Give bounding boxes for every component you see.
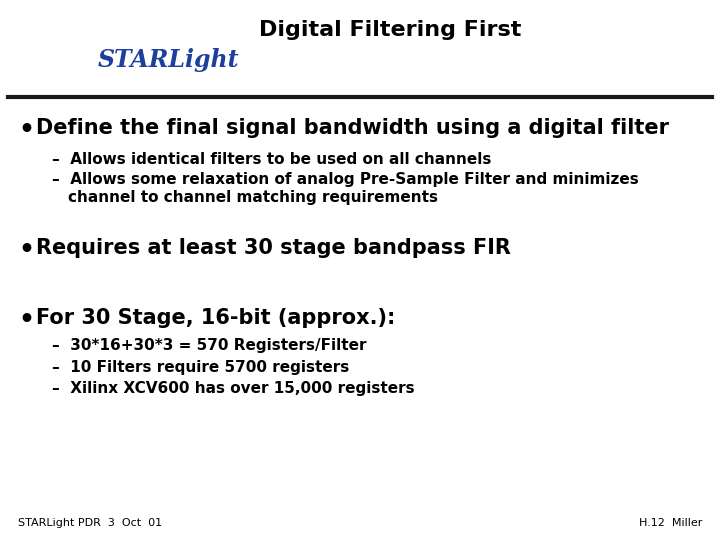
Text: Digital Filtering First: Digital Filtering First bbox=[258, 20, 521, 40]
Text: •: • bbox=[18, 238, 34, 262]
Text: SPACE PHYSICS
RESEARCH LABORATORY: SPACE PHYSICS RESEARCH LABORATORY bbox=[14, 58, 78, 69]
Text: Requires at least 30 stage bandpass FIR: Requires at least 30 stage bandpass FIR bbox=[36, 238, 511, 258]
Text: RL: RL bbox=[14, 42, 31, 55]
Text: –  30*16+30*3 = 570 Registers/Filter: – 30*16+30*3 = 570 Registers/Filter bbox=[52, 338, 366, 353]
Text: For 30 Stage, 16-bit (approx.):: For 30 Stage, 16-bit (approx.): bbox=[36, 308, 395, 328]
Text: –  Allows identical filters to be used on all channels: – Allows identical filters to be used on… bbox=[52, 152, 491, 167]
Text: SP: SP bbox=[14, 22, 32, 36]
Text: –  Xilinx XCV600 has over 15,000 registers: – Xilinx XCV600 has over 15,000 register… bbox=[52, 381, 415, 396]
Text: H.12  Miller: H.12 Miller bbox=[639, 518, 702, 528]
Text: –  Allows some relaxation of analog Pre-Sample Filter and minimizes: – Allows some relaxation of analog Pre-S… bbox=[52, 172, 639, 187]
Text: •: • bbox=[18, 118, 34, 142]
Text: STARLight: STARLight bbox=[98, 48, 240, 72]
Text: ✈: ✈ bbox=[48, 24, 68, 43]
Text: channel to channel matching requirements: channel to channel matching requirements bbox=[68, 190, 438, 205]
Text: –  10 Filters require 5700 registers: – 10 Filters require 5700 registers bbox=[52, 360, 349, 375]
Text: •: • bbox=[18, 308, 34, 332]
Text: Define the final signal bandwidth using a digital filter: Define the final signal bandwidth using … bbox=[36, 118, 669, 138]
Text: STARLight PDR  3  Oct  01: STARLight PDR 3 Oct 01 bbox=[18, 518, 162, 528]
